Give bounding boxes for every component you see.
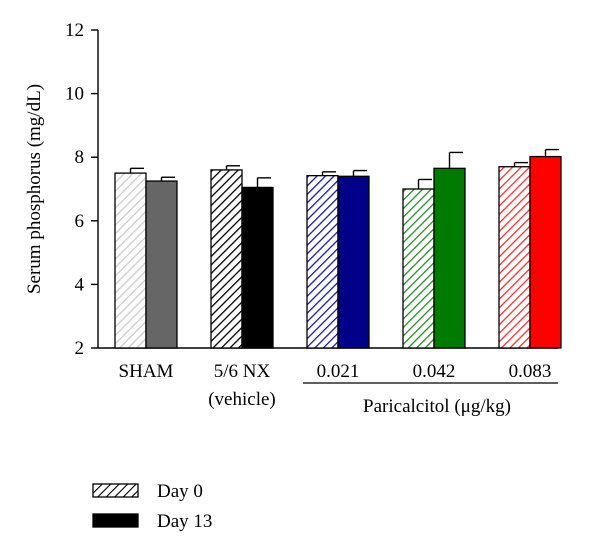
x-labels: SHAM 5/6 NX (vehicle) 0.021 0.042 0.083 xyxy=(119,361,552,410)
bar-day0 xyxy=(114,172,147,349)
x-tick-label: 0.021 xyxy=(317,361,360,382)
legend-label: Day 0 xyxy=(157,481,203,502)
bar-day0 xyxy=(498,166,531,349)
bar-day13 xyxy=(241,186,274,349)
legend-swatch xyxy=(92,483,139,498)
bar-group xyxy=(210,165,274,349)
bar-day0 xyxy=(210,169,243,349)
bar-day13 xyxy=(337,175,370,349)
y-tick-label: 2 xyxy=(75,338,85,359)
y-tick-label: 6 xyxy=(75,211,85,232)
y-axis-label: Serum phosphorus (mg/dL) xyxy=(24,84,45,294)
x-tick-label: 0.083 xyxy=(509,361,552,382)
bar-day0 xyxy=(306,174,339,349)
x-tick-label: 0.042 xyxy=(413,361,456,382)
y-tick-label: 12 xyxy=(65,20,84,41)
bar-group xyxy=(306,169,370,349)
bar-group xyxy=(402,151,466,349)
y-tick-label: 4 xyxy=(75,274,85,295)
legend-label: Day 13 xyxy=(157,511,212,532)
bar-day13 xyxy=(433,167,466,349)
bars xyxy=(114,148,562,349)
bar-group xyxy=(498,148,562,349)
bar-day13 xyxy=(529,155,562,349)
y-tick-label: 10 xyxy=(65,84,84,105)
paricalcitol-group-label: Paricalcitol (μg/kg) xyxy=(363,396,511,417)
x-tick-sublabel: (vehicle) xyxy=(208,389,276,410)
x-tick-label: SHAM xyxy=(119,361,174,382)
bar-day0 xyxy=(402,188,435,349)
legend-swatch xyxy=(92,513,139,528)
y-tick-label: 8 xyxy=(75,147,85,168)
bar-day13 xyxy=(145,180,178,349)
legend: Day 0 Day 13 xyxy=(92,481,212,532)
x-tick-label: 5/6 NX xyxy=(214,361,271,382)
bar-group xyxy=(114,167,178,349)
y-axis: 2 4 6 8 10 12 xyxy=(65,20,99,359)
